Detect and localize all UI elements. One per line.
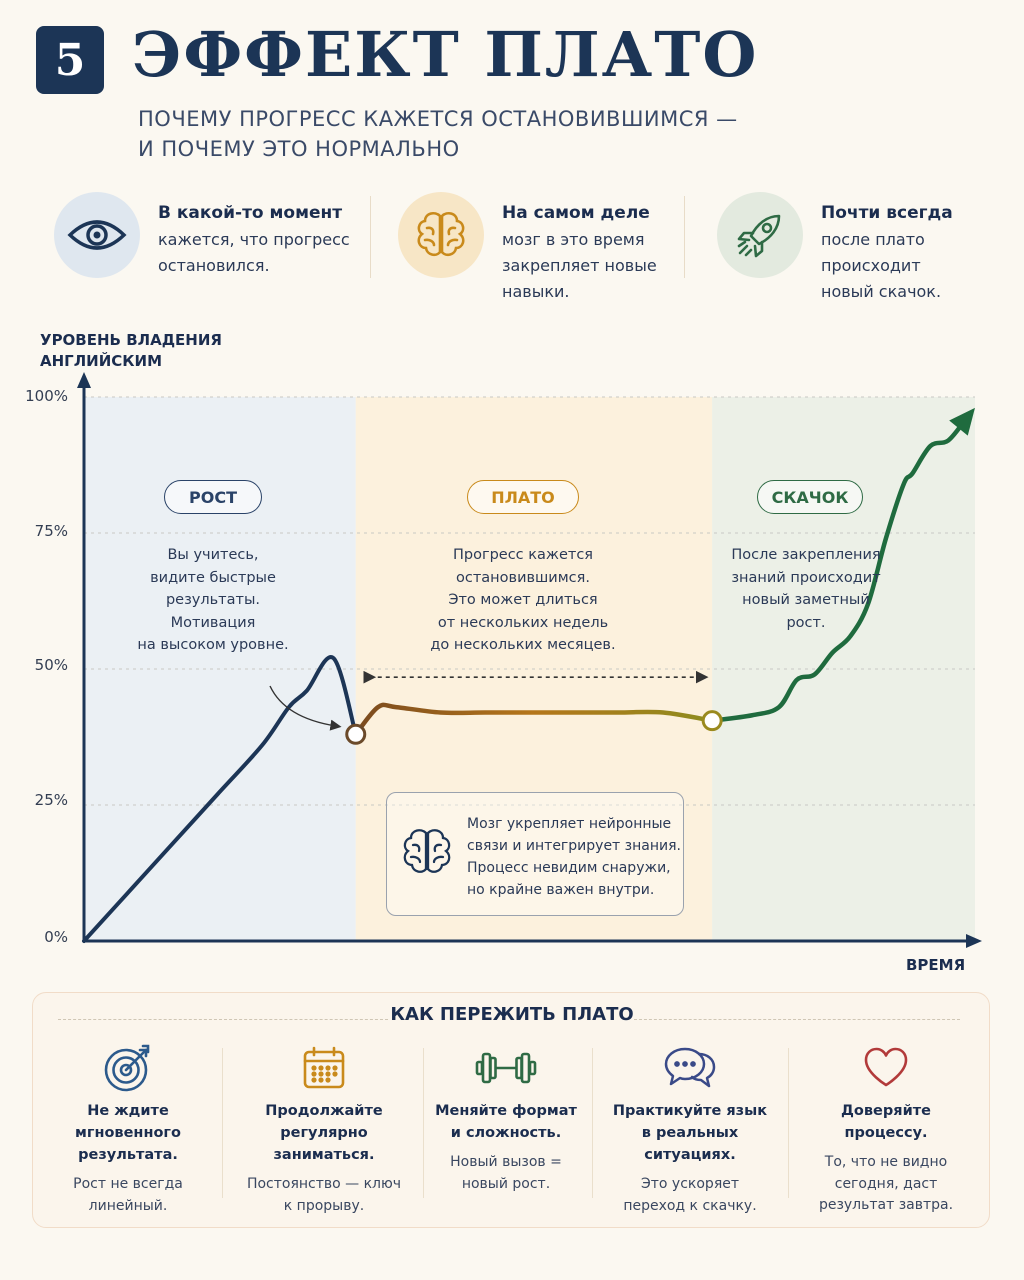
tips-title: КАК ПЕРЕЖИТЬ ПЛАТО xyxy=(390,1004,634,1025)
tip-item: Продолжайте регулярно заниматься. Постоян… xyxy=(226,1044,422,1217)
phase-description-jump: После закрепления знаний происходит новый … xyxy=(731,547,881,631)
phase-label-growth: РОСТ xyxy=(164,480,262,514)
jump-arrowhead xyxy=(949,407,975,436)
x-axis-title: ВРЕМЯ xyxy=(906,956,966,974)
divider xyxy=(222,1048,223,1198)
divider xyxy=(684,196,685,278)
pointer-arrow xyxy=(269,685,342,731)
tip-item: Практикуйте язык в реальных ситуациях. Это… xyxy=(602,1044,778,1217)
info-card-actually: На самом деле мозг в это время закрепляе… xyxy=(398,192,678,301)
y-tick-label: 25% xyxy=(34,791,68,809)
info-card-almost-always: Почти всегда после плато происходит новы… xyxy=(717,192,997,301)
chat-icon xyxy=(602,1044,778,1092)
y-tick-label: 50% xyxy=(34,656,68,674)
divider xyxy=(370,196,371,278)
phase-band xyxy=(712,397,975,941)
target-icon xyxy=(36,1044,220,1092)
growth-line xyxy=(82,655,358,943)
x-axis-arrow xyxy=(966,934,982,948)
rocket-icon xyxy=(717,192,803,278)
divider xyxy=(592,1048,593,1198)
page-subtitle: ПОЧЕМУ ПРОГРЕСС КАЖЕТСЯ ОСТАНОВИВШИМСЯ —… xyxy=(138,107,738,161)
section-number-badge: 5 xyxy=(36,26,104,94)
tip-item: Меняйте формат и сложность. Новый вызов =… xyxy=(428,1044,584,1195)
info-card-title: В какой-то момент xyxy=(158,203,343,223)
brain-icon xyxy=(398,192,484,278)
phase-label-jump: СКАЧОК xyxy=(757,480,863,514)
plateau-end-marker xyxy=(701,710,723,732)
plateau-start-marker xyxy=(345,723,367,745)
y-axis-arrow xyxy=(77,372,91,388)
tip-item: Доверяйте процессу. То, что не видно сего… xyxy=(798,1044,974,1217)
tips-panel xyxy=(32,992,990,1228)
phase-description-growth: Вы учитесь, видите быстрые результаты. Моти… xyxy=(137,547,289,653)
y-tick-label: 0% xyxy=(44,928,68,946)
info-card-moment: В какой-то момент кажется, что прогресс … xyxy=(54,192,354,292)
phase-description-plateau: Прогресс кажется остановившимся. Это может… xyxy=(430,547,616,653)
eye-icon xyxy=(54,192,140,278)
divider xyxy=(788,1048,789,1198)
y-tick-label: 75% xyxy=(34,522,68,540)
heart-icon xyxy=(798,1044,974,1092)
divider xyxy=(423,1048,424,1198)
phase-band xyxy=(84,397,356,941)
plateau-line xyxy=(353,702,715,737)
dumbbell-icon xyxy=(428,1044,584,1092)
y-tick-label: 100% xyxy=(25,387,68,405)
brain-icon xyxy=(399,823,455,885)
page-title: ЭФФЕКТ ПЛАТО xyxy=(132,18,759,91)
calendar-icon xyxy=(226,1044,422,1092)
info-card-title: На самом деле xyxy=(502,203,650,223)
divider xyxy=(634,1019,960,1020)
brain-note-box: Мозг укрепляет нейронные связи и интегри… xyxy=(386,792,684,916)
phase-label-plateau: ПЛАТО xyxy=(467,480,579,514)
tip-item: Не ждите мгновенного результата. Рост не … xyxy=(36,1044,220,1217)
divider xyxy=(58,1019,388,1020)
y-axis-title: УРОВЕНЬ ВЛАДЕНИЯ АНГЛИЙСКИМ xyxy=(40,331,222,370)
info-card-title: Почти всегда xyxy=(821,203,953,223)
